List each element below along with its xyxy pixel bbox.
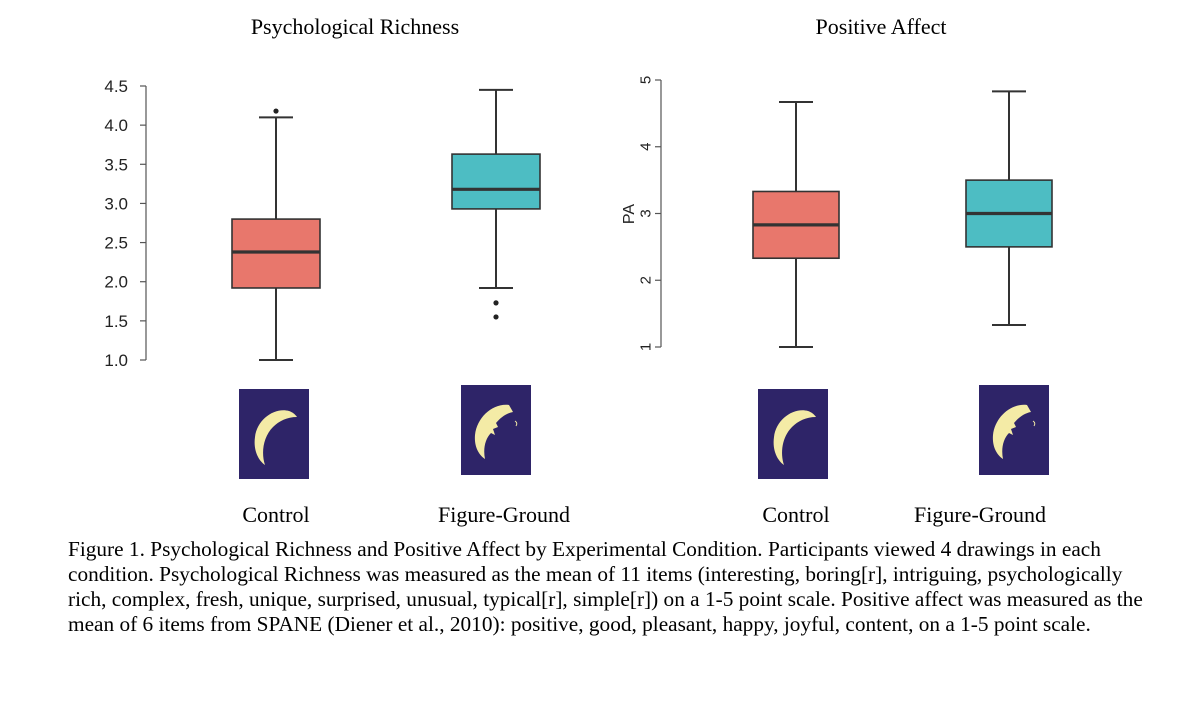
y-axis-label: PA bbox=[621, 204, 638, 224]
y-tick-label: 4.0 bbox=[104, 116, 128, 135]
crescent-moon-icon bbox=[758, 389, 828, 479]
y-tick-label: 3.5 bbox=[104, 155, 128, 174]
y-tick-label: 3 bbox=[637, 209, 654, 217]
chart-title: Psychological Richness bbox=[251, 14, 459, 39]
outlier-point bbox=[273, 108, 279, 114]
chart-title: Positive Affect bbox=[816, 14, 947, 39]
crescent-moon-face-icon bbox=[460, 384, 532, 476]
figure-caption: Figure 1. Psychological Richness and Pos… bbox=[68, 537, 1143, 636]
y-tick-label: 2.0 bbox=[104, 273, 128, 292]
crescent-moon-icon bbox=[239, 389, 309, 479]
plot-area: 1.0 1.5 2.0 2.5 3.0 3.5 4.0 4.5 bbox=[104, 77, 541, 370]
x-label-control: Control bbox=[762, 502, 829, 527]
y-tick-label: 2.5 bbox=[104, 234, 128, 253]
box-figure-ground bbox=[965, 90, 1053, 326]
y-tick-label: 5 bbox=[637, 76, 654, 84]
y-tick-label: 1 bbox=[637, 343, 654, 351]
chart-positive-affect: Positive Affect PA 1 2 3 4 5 Control Figure-… bbox=[621, 14, 1053, 527]
crescent-moon-face-icon bbox=[978, 384, 1050, 476]
outlier-point bbox=[493, 300, 499, 306]
y-tick-label: 2 bbox=[637, 276, 654, 284]
box-control bbox=[752, 101, 840, 348]
x-label-figure-ground: Figure-Ground bbox=[438, 502, 570, 527]
x-label-figure-ground: Figure-Ground bbox=[914, 502, 1046, 527]
y-tick-label: 4 bbox=[637, 143, 654, 151]
plot-area: 1 2 3 4 5 bbox=[637, 76, 1053, 351]
chart-psychological-richness: Psychological Richness 1.0 1.5 2.0 2.5 3.0 3.… bbox=[104, 14, 570, 527]
box-iqr bbox=[451, 153, 541, 210]
y-tick-label: 1.5 bbox=[104, 312, 128, 331]
stimulus-control-right bbox=[758, 389, 828, 479]
stimulus-control-left bbox=[239, 389, 309, 479]
y-tick-label: 4.5 bbox=[104, 77, 128, 96]
stimulus-figure-ground-left bbox=[460, 384, 532, 476]
outlier-point bbox=[493, 314, 499, 320]
stimulus-figure-ground-right bbox=[978, 384, 1050, 476]
y-tick-label: 3.0 bbox=[104, 194, 128, 213]
x-label-control: Control bbox=[242, 502, 309, 527]
y-tick-label: 1.0 bbox=[104, 351, 128, 370]
box-control bbox=[231, 108, 321, 361]
box-figure-ground bbox=[451, 88, 541, 320]
